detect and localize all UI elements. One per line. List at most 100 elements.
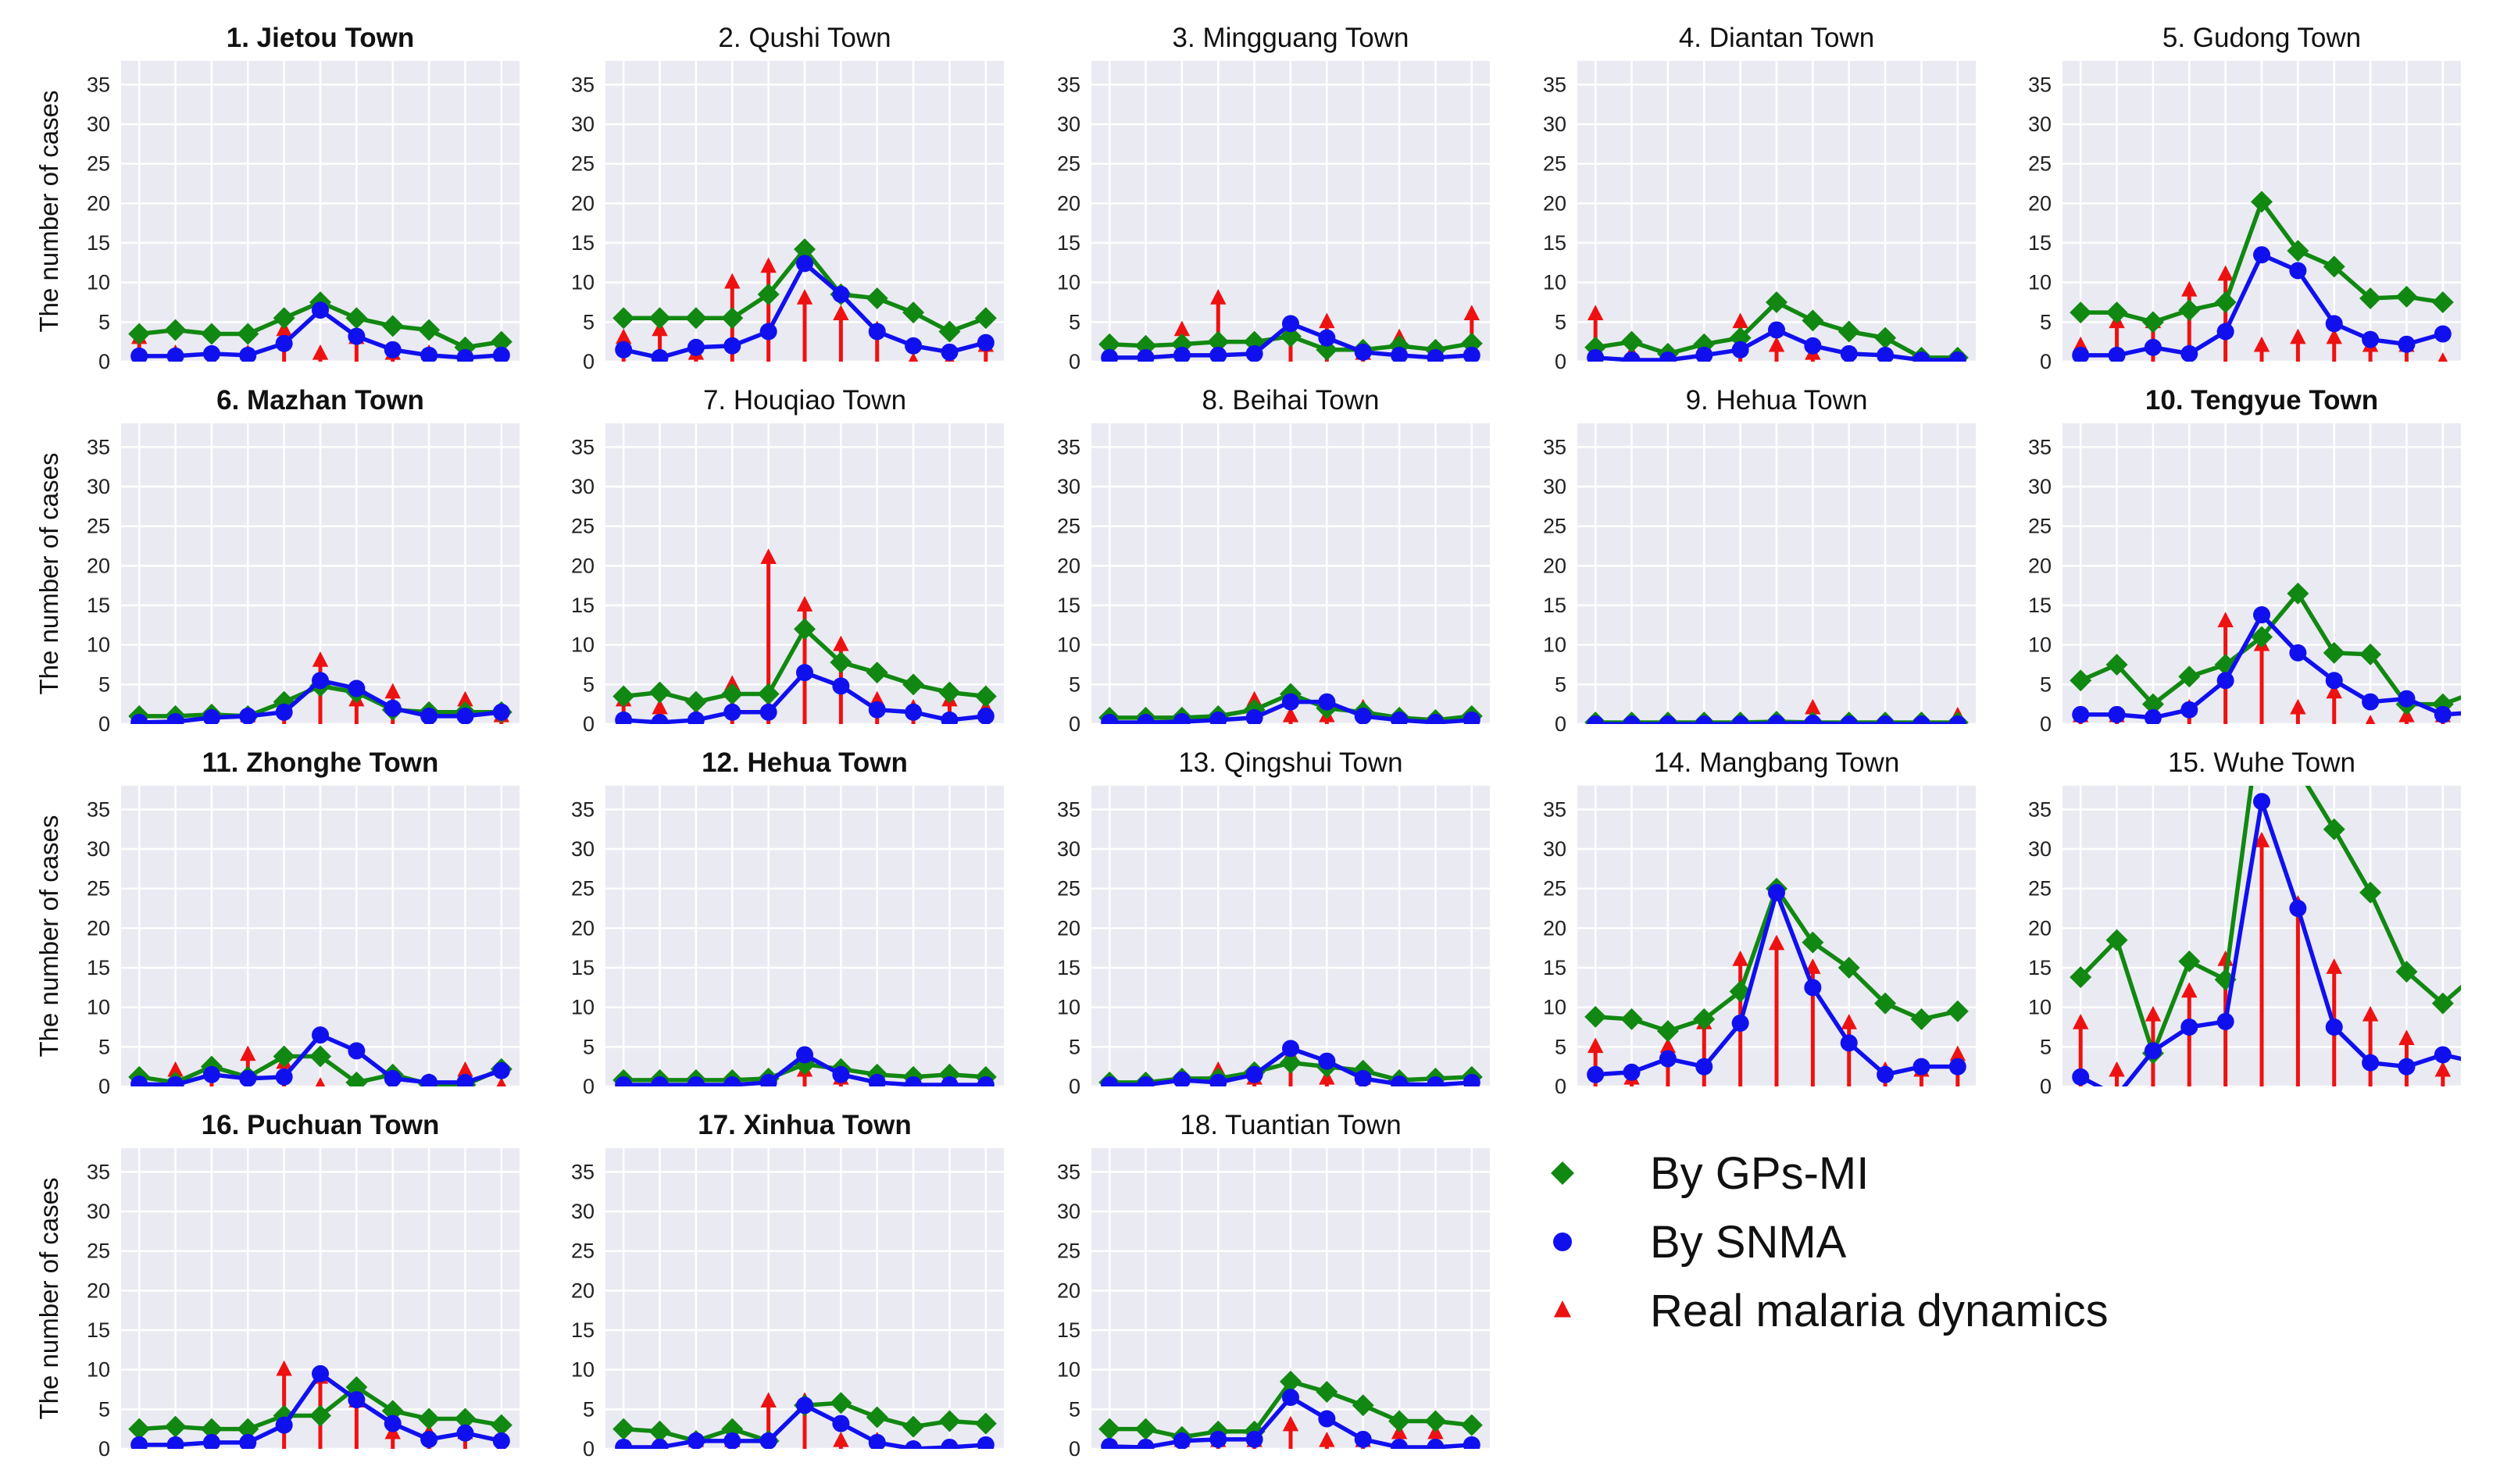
snma-point <box>687 338 705 356</box>
snma-point <box>130 1075 148 1086</box>
y-tick-label: 10 <box>2028 633 2052 657</box>
snma-point <box>651 348 669 362</box>
snma-point <box>1391 346 1409 362</box>
snma-point <box>1948 351 1966 362</box>
gps-point <box>2251 191 2273 213</box>
real-point <box>2471 715 2487 730</box>
chart-title: 2. Qushi Town <box>718 23 891 53</box>
real-point <box>1587 1037 1604 1054</box>
snma-point <box>2434 1046 2452 1064</box>
y-tick-label: 10 <box>571 271 595 294</box>
gps-point <box>237 1418 259 1440</box>
gps-point <box>684 307 707 330</box>
gps-point <box>2178 299 2201 322</box>
snma-point <box>348 1391 366 1409</box>
y-tick-label: 25 <box>1057 515 1080 538</box>
real-point <box>2181 280 2198 297</box>
y-tick-label: 20 <box>87 916 110 940</box>
y-tick-label: 15 <box>87 1318 110 1342</box>
y-tick-label: 10 <box>1057 1358 1080 1382</box>
y-tick-label: 20 <box>1543 916 1566 940</box>
gps-point <box>345 1071 368 1086</box>
chart-panel: 0 5 10 15 20 25 30 35 3. Mingguang Town <box>1057 23 1490 373</box>
snma-point <box>941 343 959 361</box>
real-point <box>1732 312 1748 329</box>
snma-point <box>2108 705 2126 723</box>
gps-point <box>1352 1394 1374 1417</box>
real-point <box>796 288 813 305</box>
gps-point <box>794 238 816 261</box>
snma-point <box>1137 713 1155 724</box>
real-point <box>2398 1029 2415 1046</box>
snma-point <box>615 711 633 724</box>
gps-point <box>2359 287 2382 309</box>
y-tick-label: 30 <box>1057 1200 1080 1223</box>
y-tick-label: 10 <box>87 1358 110 1382</box>
snma-point <box>905 337 923 355</box>
snma-point <box>239 707 257 724</box>
real-point <box>760 257 777 273</box>
gps-point <box>2105 301 2128 324</box>
snma-point <box>615 1076 633 1086</box>
snma-point <box>1948 715 1966 724</box>
y-tick-label: 25 <box>571 1240 595 1263</box>
snma-point <box>1768 714 1785 724</box>
plot-marks <box>128 291 512 362</box>
y-tick-label: 0 <box>98 712 110 736</box>
y-tick-label: 25 <box>571 877 595 901</box>
y-tick-label: 25 <box>1543 152 1566 176</box>
snma-point <box>759 323 777 341</box>
real-point <box>167 1061 184 1077</box>
real-point <box>240 1045 256 1061</box>
snma-point <box>384 341 402 359</box>
y-tick-label: 15 <box>87 956 110 979</box>
gps-point <box>612 1418 635 1440</box>
y-tick-label: 0 <box>583 350 595 373</box>
snma-point <box>130 347 148 362</box>
snma-point <box>1354 707 1372 724</box>
gps-point <box>2359 881 2382 904</box>
gps-point <box>1620 330 1643 353</box>
snma-point <box>2398 690 2416 708</box>
snma-point <box>832 1065 850 1083</box>
real-point <box>833 1431 849 1447</box>
y-tick-label: 25 <box>571 152 595 176</box>
snma-point <box>2216 1012 2234 1030</box>
gps-point <box>2468 680 2490 701</box>
gps-point <box>1280 1051 1302 1074</box>
gps-point <box>2178 950 2201 972</box>
gps-point <box>721 683 744 705</box>
y-tick-label: 35 <box>1057 1160 1080 1183</box>
snma-point <box>1101 1437 1119 1449</box>
snma-point <box>941 1438 959 1449</box>
plot-marks <box>2070 191 2454 362</box>
y-tick-label: 20 <box>1057 191 1080 215</box>
snma-point <box>166 1076 184 1086</box>
real-point <box>1246 690 1262 707</box>
snma-point <box>420 1073 438 1086</box>
chart-panel: 0 5 10 15 20 25 30 35 11. Zhonghe Town The number… <box>34 747 520 1098</box>
y-tick-label: 30 <box>1057 112 1080 136</box>
snma-point <box>977 1436 995 1449</box>
y-tick-label: 10 <box>87 633 110 657</box>
snma-point <box>420 346 438 362</box>
plot-marks <box>2070 582 2490 730</box>
gps-point <box>1766 291 1788 314</box>
chart-panel: 0 5 10 15 20 25 30 35 12. Hehua Town <box>571 747 1004 1098</box>
plot-marks <box>128 651 512 724</box>
gps-point <box>2431 291 2454 314</box>
y-tick-label: 0 <box>583 1075 595 1098</box>
chart-title: 17. Xinhua Town <box>698 1110 912 1140</box>
y-tick-label: 20 <box>571 554 595 577</box>
snma-point <box>166 712 184 724</box>
snma-point <box>687 711 705 724</box>
gps-point <box>128 1418 151 1440</box>
chart-title: 10. Tengyue Town <box>2145 385 2378 416</box>
y-tick-label: 15 <box>1543 956 1566 979</box>
snma-point <box>868 1073 886 1086</box>
snma-point <box>1282 1389 1299 1407</box>
chart-panel: 0 5 10 15 20 25 30 35 14. Mangbang Town <box>1543 747 1976 1098</box>
y-tick-label: 15 <box>571 1318 595 1342</box>
legend-triangle-icon <box>1553 1300 1572 1318</box>
gps-point <box>2323 641 2345 664</box>
